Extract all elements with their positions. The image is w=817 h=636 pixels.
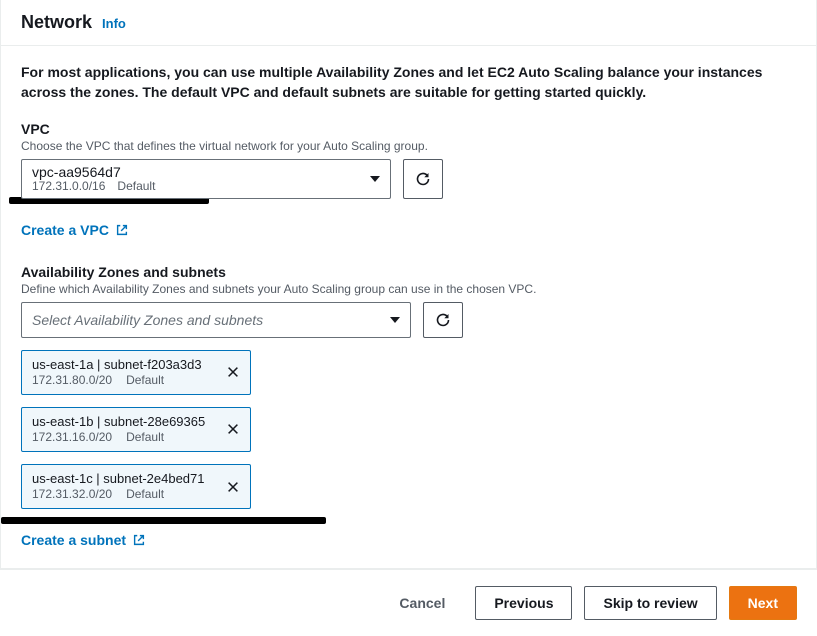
vpc-selected-tag: Default [117, 180, 155, 194]
close-icon[interactable] [226, 480, 240, 494]
create-vpc-link-text: Create a VPC [21, 222, 109, 238]
chevron-down-icon [370, 176, 380, 182]
subnets-desc: Define which Availability Zones and subn… [21, 282, 796, 296]
subnet-tag: us-east-1b | subnet-28e69365172.31.16.0/… [21, 407, 251, 452]
create-subnet-link-text: Create a subnet [21, 532, 126, 548]
subnets-select[interactable]: Select Availability Zones and subnets [21, 302, 411, 338]
cancel-button[interactable]: Cancel [381, 586, 463, 620]
external-link-icon [132, 533, 146, 547]
vpc-selected-cidr: 172.31.0.0/16 [32, 180, 105, 194]
subnet-tag-cidr: 172.31.16.0/20 [32, 430, 112, 445]
vpc-refresh-button[interactable] [403, 159, 443, 199]
subnet-tag: us-east-1a | subnet-f203a3d3172.31.80.0/… [21, 350, 251, 395]
refresh-icon [435, 312, 451, 328]
subnet-tag-label: Default [126, 430, 164, 445]
create-vpc-link[interactable]: Create a VPC [21, 222, 129, 238]
subnet-tag-label: Default [126, 373, 164, 388]
close-icon[interactable] [226, 422, 240, 436]
panel-title: Network [21, 12, 92, 33]
external-link-icon [115, 223, 129, 237]
next-button[interactable]: Next [729, 586, 797, 620]
subnet-tag-title: us-east-1b | subnet-28e69365 [32, 414, 205, 430]
subnets-placeholder: Select Availability Zones and subnets [32, 312, 263, 328]
panel-body: For most applications, you can use multi… [1, 46, 816, 568]
subnet-tag-cidr: 172.31.32.0/20 [32, 487, 112, 502]
info-link[interactable]: Info [102, 16, 126, 31]
redaction-bar [1, 517, 326, 524]
chevron-down-icon [390, 317, 400, 323]
intro-text: For most applications, you can use multi… [21, 62, 796, 103]
network-panel: Network Info For most applications, you … [0, 0, 817, 569]
close-icon[interactable] [226, 365, 240, 379]
subnets-refresh-button[interactable] [423, 302, 463, 338]
skip-to-review-button[interactable]: Skip to review [584, 586, 716, 620]
previous-button[interactable]: Previous [475, 586, 572, 620]
vpc-label: VPC [21, 121, 796, 137]
wizard-footer: Cancel Previous Skip to review Next [0, 569, 817, 636]
subnet-tag-title: us-east-1c | subnet-2e4bed71 [32, 471, 205, 487]
vpc-selected-id: vpc-aa9564d7 [32, 164, 155, 180]
subnet-tag-cidr: 172.31.80.0/20 [32, 373, 112, 388]
subnet-tag-title: us-east-1a | subnet-f203a3d3 [32, 357, 202, 373]
panel-header: Network Info [1, 0, 816, 46]
subnet-tag: us-east-1c | subnet-2e4bed71172.31.32.0/… [21, 464, 251, 509]
subnet-tag-label: Default [126, 487, 164, 502]
selected-subnets-list: us-east-1a | subnet-f203a3d3172.31.80.0/… [21, 350, 796, 510]
refresh-icon [415, 171, 431, 187]
subnets-label: Availability Zones and subnets [21, 264, 796, 280]
vpc-select[interactable]: vpc-aa9564d7 172.31.0.0/16 Default [21, 159, 391, 199]
vpc-desc: Choose the VPC that defines the virtual … [21, 139, 796, 153]
create-subnet-link[interactable]: Create a subnet [21, 532, 146, 548]
